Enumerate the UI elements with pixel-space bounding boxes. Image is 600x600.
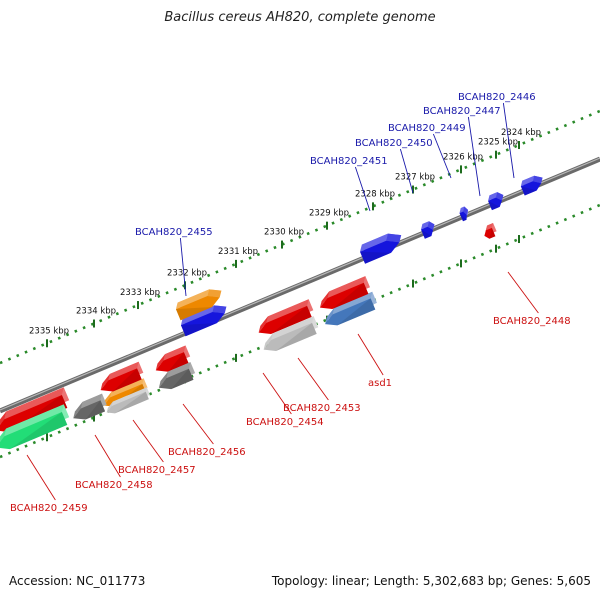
leader-line bbox=[262, 372, 292, 415]
reverse-gene-label[interactable]: BCAH820_2457 bbox=[118, 465, 196, 476]
reverse-gene-label[interactable]: BCAH820_2454 bbox=[246, 417, 324, 428]
reverse-gene-arrow[interactable] bbox=[0, 387, 70, 433]
reverse-gene-arrow[interactable] bbox=[325, 291, 377, 326]
forward-gene-label[interactable]: BCAH820_2451 bbox=[310, 156, 388, 167]
tick-label: 2330 kbp bbox=[264, 228, 304, 238]
reverse-gene-label[interactable]: BCAH820_2448 bbox=[493, 316, 571, 327]
reverse-gene-label[interactable]: BCAH820_2456 bbox=[168, 447, 246, 458]
forward-gene-arrow[interactable] bbox=[175, 289, 222, 321]
forward-gene-label[interactable]: BCAH820_2447 bbox=[423, 106, 501, 117]
leader-line bbox=[179, 237, 187, 297]
tick-label: 2324 kbp bbox=[501, 128, 541, 138]
leader-line bbox=[399, 148, 414, 194]
tick-label: 2328 kbp bbox=[355, 189, 395, 199]
leader-line bbox=[26, 454, 56, 501]
reverse-gene-arrow[interactable] bbox=[484, 222, 497, 239]
accession-text: Accession: NC_011773 bbox=[9, 574, 146, 588]
backbone-line bbox=[0, 156, 600, 414]
forward-gene-arrow[interactable] bbox=[459, 206, 469, 222]
leader-line bbox=[182, 403, 214, 445]
leader-line bbox=[132, 419, 164, 463]
tick-label: 2334 kbp bbox=[76, 307, 116, 317]
reverse-gene-arrow[interactable] bbox=[258, 299, 314, 334]
reverse-gene-arrow[interactable] bbox=[263, 316, 319, 351]
leader-line bbox=[94, 434, 121, 478]
reverse-gene-arrow[interactable] bbox=[155, 345, 191, 372]
reverse-gene-arrow[interactable] bbox=[158, 362, 196, 390]
genome-title: Bacillus cereus AH820, complete genome bbox=[164, 10, 436, 25]
leader-line bbox=[467, 116, 481, 197]
upper-ruler-line bbox=[0, 109, 600, 365]
gene-labels: BCAH820_2446 BCAH820_2447 BCAH820_2449 BCAH… bbox=[10, 92, 571, 514]
reverse-gene-label[interactable]: asd1 bbox=[368, 378, 392, 389]
leader-line bbox=[432, 133, 452, 179]
label-leader-lines bbox=[26, 102, 539, 501]
reverse-gene-label[interactable]: BCAH820_2459 bbox=[10, 503, 88, 514]
leader-line bbox=[357, 333, 384, 376]
reverse-gene-arrow[interactable] bbox=[100, 361, 144, 392]
forward-gene-arrow[interactable] bbox=[360, 233, 402, 264]
sequence-backbone bbox=[0, 156, 600, 414]
tick-label: 2333 kbp bbox=[120, 288, 160, 298]
forward-gene-arrow[interactable] bbox=[488, 192, 504, 211]
reverse-gene-arrow[interactable] bbox=[106, 387, 150, 414]
leader-line bbox=[297, 357, 329, 401]
forward-gene-label[interactable]: BCAH820_2446 bbox=[458, 92, 536, 103]
reverse-gene-arrow[interactable] bbox=[73, 393, 107, 420]
forward-gene-label[interactable]: BCAH820_2449 bbox=[388, 123, 466, 134]
forward-gene-arrow[interactable] bbox=[520, 175, 543, 196]
reverse-gene-label[interactable]: BCAH820_2458 bbox=[75, 480, 153, 491]
leader-line bbox=[354, 166, 371, 212]
tick-label: 2329 kbp bbox=[309, 209, 349, 219]
reverse-gene-arrow[interactable] bbox=[319, 276, 371, 310]
tick-label: 2332 kbp bbox=[167, 268, 207, 278]
tick-label: 2326 kbp bbox=[443, 152, 483, 162]
reverse-gene-label[interactable]: BCAH820_2453 bbox=[283, 403, 361, 414]
forward-gene-arrow[interactable] bbox=[420, 221, 435, 239]
forward-gene-arrow[interactable] bbox=[180, 305, 227, 337]
leader-line bbox=[502, 102, 515, 179]
reverse-gene-arrow[interactable] bbox=[0, 404, 70, 450]
tick-label: 2325 kbp bbox=[478, 138, 518, 148]
tick-label: 2331 kbp bbox=[218, 247, 258, 257]
backbone-highlight bbox=[0, 157, 600, 411]
tick-label: 2335 kbp bbox=[29, 326, 69, 336]
gene-features bbox=[0, 175, 543, 450]
leader-line bbox=[507, 271, 539, 314]
genome-summary-text: Topology: linear; Length: 5,302,683 bp; … bbox=[271, 574, 591, 588]
forward-gene-label[interactable]: BCAH820_2455 bbox=[135, 227, 213, 238]
tick-label: 2327 kbp bbox=[395, 173, 435, 183]
forward-gene-label[interactable]: BCAH820_2450 bbox=[355, 138, 433, 149]
